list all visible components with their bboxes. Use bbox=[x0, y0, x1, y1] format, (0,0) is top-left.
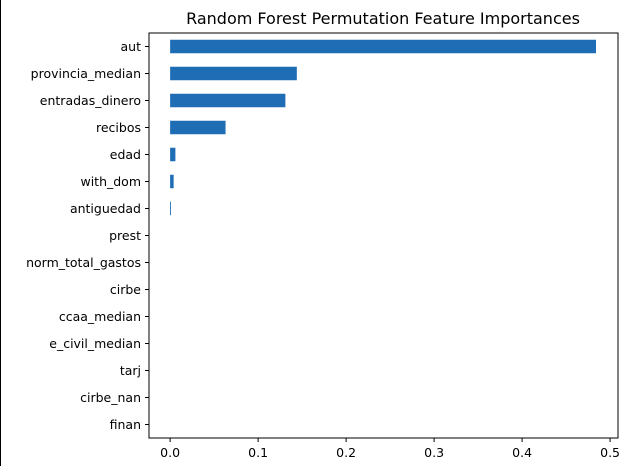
y-tick-label: e_civil_median bbox=[49, 336, 141, 351]
y-axis-labels: aut provincia_median entradas_dinerorecibo… bbox=[26, 39, 149, 432]
y-tick-label: cirbe_nan bbox=[80, 390, 141, 405]
y-tick-label: ccaa_median bbox=[59, 309, 141, 324]
y-tick-label: recibos bbox=[96, 120, 141, 135]
bar-with_dom bbox=[170, 174, 174, 189]
plot-frame bbox=[148, 32, 619, 439]
x-axis-ticks: 0.0 0.1 0.2 0.3 0.4 0.5 bbox=[160, 438, 620, 460]
bar-provincia_median bbox=[170, 66, 297, 81]
x-tick-label: 0.2 bbox=[336, 445, 356, 460]
y-tick-label: aut bbox=[121, 39, 142, 54]
y-tick-label: finan bbox=[110, 417, 141, 432]
bar-entradas_dinero bbox=[170, 93, 286, 108]
bar-edad bbox=[170, 147, 176, 162]
y-tick-label: tarj bbox=[120, 363, 141, 378]
bars-group bbox=[170, 39, 597, 216]
x-tick-label: 0.3 bbox=[424, 445, 444, 460]
y-tick-label: provincia_median bbox=[31, 66, 141, 81]
y-tick-label: antiguedad bbox=[70, 201, 141, 216]
chart-title: Random Forest Permutation Feature Import… bbox=[186, 9, 580, 28]
y-tick-label: norm_total_gastos bbox=[26, 255, 141, 270]
bar-recibos bbox=[170, 120, 226, 135]
y-tick-label: prest bbox=[109, 228, 141, 243]
x-tick-label: 0.1 bbox=[248, 445, 268, 460]
x-tick-label: 0.4 bbox=[512, 445, 532, 460]
bar-aut bbox=[170, 39, 597, 54]
x-tick-label: 0.0 bbox=[160, 445, 180, 460]
y-tick-label: cirbe bbox=[110, 282, 141, 297]
x-tick-label: 0.5 bbox=[600, 445, 620, 460]
window-left-edge bbox=[0, 0, 1, 466]
y-tick-label: entradas_dinero bbox=[40, 93, 141, 108]
bar-antiguedad bbox=[170, 201, 171, 216]
y-tick-label: edad bbox=[110, 147, 141, 162]
y-tick-label: with_dom bbox=[80, 174, 141, 189]
